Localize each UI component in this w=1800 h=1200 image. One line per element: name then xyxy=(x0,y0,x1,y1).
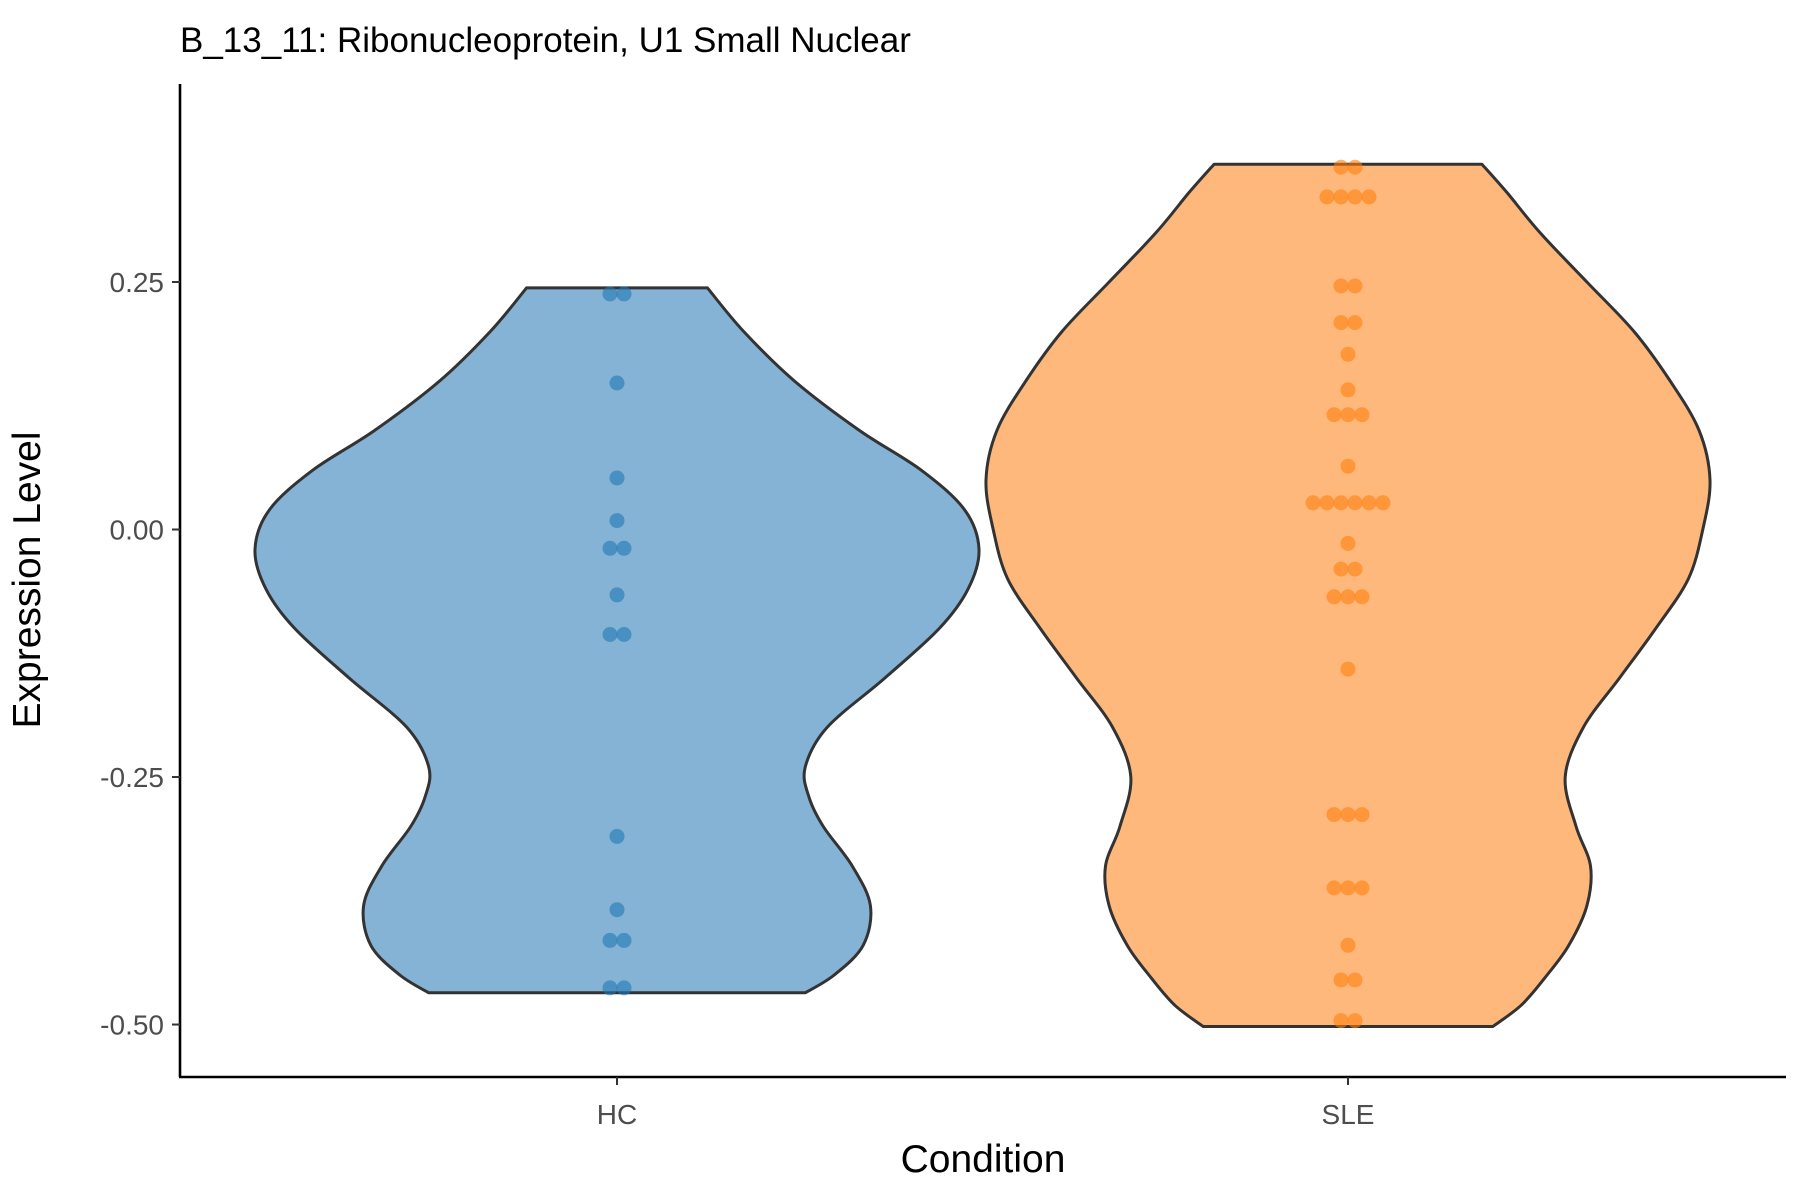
y-tick-label: 0.25 xyxy=(110,267,165,298)
data-point-sle xyxy=(1347,495,1363,511)
violins-layer xyxy=(253,162,1712,1028)
data-point-sle xyxy=(1347,159,1363,175)
data-point-hc xyxy=(616,627,632,642)
data-point-sle xyxy=(1333,278,1349,294)
data-point-sle xyxy=(1354,807,1370,823)
data-point-sle xyxy=(1361,495,1377,511)
data-point-hc xyxy=(609,587,625,603)
data-point-hc xyxy=(602,932,618,948)
x-ticks: HC SLE xyxy=(597,1077,1375,1130)
data-point-sle xyxy=(1340,880,1356,896)
y-tick-label: -0.25 xyxy=(100,762,164,793)
data-point-sle xyxy=(1333,189,1349,205)
data-point-sle xyxy=(1333,1013,1349,1029)
data-point-sle xyxy=(1340,661,1356,677)
data-point-sle xyxy=(1347,278,1363,294)
data-point-sle xyxy=(1333,315,1349,331)
data-point-sle xyxy=(1340,807,1356,823)
data-point-sle xyxy=(1354,589,1370,605)
data-point-sle xyxy=(1326,407,1342,423)
data-point-hc xyxy=(616,286,632,302)
violin-hc xyxy=(253,286,981,995)
data-point-sle xyxy=(1319,495,1335,511)
data-point-sle xyxy=(1333,495,1349,511)
data-point-hc xyxy=(609,902,625,918)
data-point-sle xyxy=(1375,495,1391,511)
data-point-sle xyxy=(1340,589,1356,605)
data-point-sle xyxy=(1326,589,1342,605)
data-point-sle xyxy=(1340,535,1356,551)
data-point-sle xyxy=(1347,1013,1363,1029)
data-point-hc xyxy=(602,540,618,556)
data-point-sle xyxy=(1333,972,1349,988)
y-tick-label: 0.00 xyxy=(110,515,165,546)
data-point-sle xyxy=(1340,407,1356,423)
x-tick-label-hc: HC xyxy=(597,1099,637,1130)
data-point-sle xyxy=(1340,382,1356,398)
data-point-hc xyxy=(616,932,632,948)
data-point-hc xyxy=(616,980,632,996)
data-point-hc xyxy=(616,540,632,556)
data-point-hc xyxy=(609,828,625,844)
data-point-hc xyxy=(602,980,618,996)
chart-title: B_13_11: Ribonucleoprotein, U1 Small Nuc… xyxy=(180,21,911,60)
y-tick-label: -0.50 xyxy=(100,1010,164,1041)
x-axis-label: Condition xyxy=(901,1138,1066,1181)
data-point-sle xyxy=(1333,159,1349,175)
data-point-sle xyxy=(1347,972,1363,988)
data-point-sle xyxy=(1340,346,1356,362)
data-point-sle xyxy=(1326,807,1342,823)
points-layer xyxy=(602,159,1391,1029)
data-point-sle xyxy=(1361,189,1377,205)
data-point-sle xyxy=(1347,189,1363,205)
data-point-sle xyxy=(1333,561,1349,577)
data-point-sle xyxy=(1326,880,1342,896)
y-axis-label: Expression Level xyxy=(6,432,49,729)
data-point-sle xyxy=(1347,315,1363,331)
data-point-hc xyxy=(609,375,625,391)
data-point-sle xyxy=(1354,880,1370,896)
data-point-hc xyxy=(602,627,618,642)
data-point-sle xyxy=(1354,407,1370,423)
data-point-hc xyxy=(609,513,625,529)
x-tick-label-sle: SLE xyxy=(1322,1099,1375,1130)
data-point-sle xyxy=(1340,937,1356,953)
data-point-hc xyxy=(609,470,625,486)
y-ticks: -0.50 -0.25 0.00 0.25 xyxy=(100,267,180,1041)
data-point-sle xyxy=(1340,458,1356,474)
data-point-sle xyxy=(1305,495,1321,511)
data-point-hc xyxy=(602,286,618,302)
data-point-sle xyxy=(1347,561,1363,577)
data-point-sle xyxy=(1319,189,1335,205)
